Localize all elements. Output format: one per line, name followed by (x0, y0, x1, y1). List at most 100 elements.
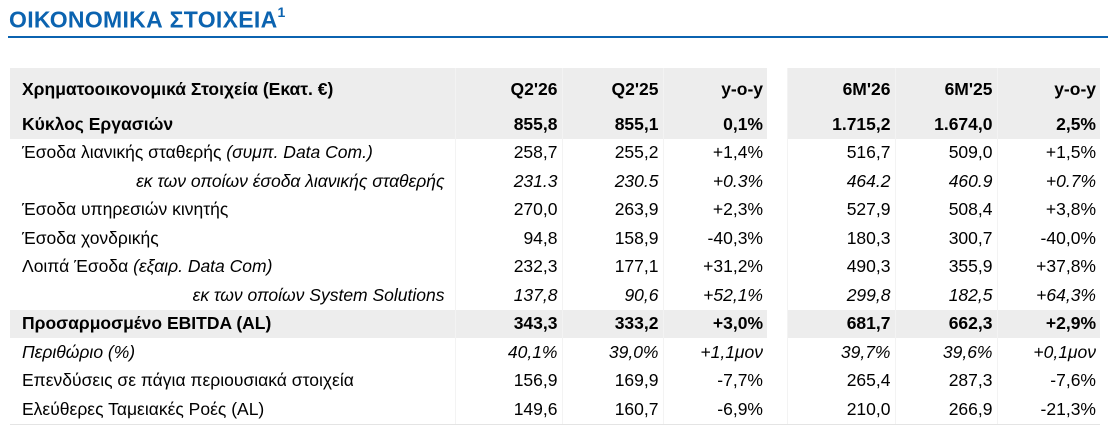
value-cell: 355,9 (894, 252, 997, 281)
value-cell: 855,1 (561, 110, 663, 139)
value-cell: +0,1μον (996, 338, 1100, 367)
column-header: Q2'26 (454, 68, 562, 110)
row-label: εκ των οποίων έσοδα λιανικής σταθερής (136, 170, 445, 191)
value-cell: 94,8 (454, 224, 562, 253)
value-cell: +0.3% (662, 167, 767, 196)
column-gap (767, 110, 787, 139)
value-cell: +2,9% (996, 309, 1100, 338)
column-gap (767, 167, 787, 196)
column-header: Q2'25 (561, 68, 663, 110)
value-cell: 287,3 (894, 366, 997, 395)
value-cell: 464.2 (786, 167, 895, 196)
header-row: Χρηματοοικονομικά Στοιχεία (Εκατ. €) Q2'2… (10, 68, 1100, 110)
column-gap (767, 224, 787, 253)
value-cell: 516,7 (786, 138, 895, 167)
value-cell: 255,2 (561, 138, 663, 167)
row-label-cell: Έσοδα λιανικής σταθερής (συμπ. Data Com.… (10, 139, 455, 168)
row-label-cell: Έσοδα υπηρεσιών κινητής (10, 196, 455, 225)
value-cell: 230.5 (561, 167, 663, 196)
value-cell: +64,3% (996, 281, 1100, 310)
row-label-cell: Επενδύσεις σε πάγια περιουσιακά στοιχεία (10, 367, 455, 396)
value-cell: 39,6% (894, 338, 997, 367)
value-cell: 343,3 (454, 309, 562, 338)
value-cell: 263,9 (561, 195, 663, 224)
value-cell: +31,2% (662, 252, 767, 281)
value-cell: 270,0 (454, 195, 562, 224)
column-gap (767, 195, 787, 224)
table-row: εκ των οποίων System Solutions 137,8 90,6 +… (10, 281, 1100, 310)
value-cell: -40,3% (662, 224, 767, 253)
row-label-cell: Προσαρμοσμένο EBITDA (AL) (10, 309, 455, 338)
value-cell: 177,1 (561, 252, 663, 281)
row-label: Περιθώριο (%) (22, 341, 136, 362)
financial-table: Χρηματοοικονομικά Στοιχεία (Εκατ. €) Q2'2… (10, 68, 1100, 425)
value-cell: 39,0% (561, 338, 663, 367)
table-row: Περιθώριο (%) 40,1% 39,0% +1,1μον 39,7% 39,6%… (10, 338, 1100, 367)
value-cell: 232,3 (454, 252, 562, 281)
table-row: Ελεύθερες Ταμειακές Ροές (AL) 149,6 160,7-… (10, 395, 1100, 425)
value-cell: -7,6% (996, 366, 1100, 395)
value-cell: -7,7% (662, 366, 767, 395)
value-cell: 210,0 (786, 395, 895, 425)
value-cell: 231.3 (454, 167, 562, 196)
row-label: Έσοδα χονδρικής (22, 227, 159, 248)
column-gap (767, 338, 787, 367)
value-cell: 1.674,0 (894, 110, 997, 139)
title-rule (8, 36, 1108, 38)
value-cell: 299,8 (786, 281, 895, 310)
value-cell: 266,9 (894, 395, 997, 425)
row-label: εκ των οποίων System Solutions (192, 284, 445, 305)
row-note: (εξαιρ. Data Com) (133, 256, 273, 277)
row-label-cell: Έσοδα χονδρικής (10, 224, 455, 253)
row-label-cell: εκ των οποίων System Solutions (10, 281, 455, 310)
value-cell: 156,9 (454, 366, 562, 395)
column-header: y-o-y (662, 68, 767, 110)
row-label: Έσοδα λιανικής σταθερής (22, 142, 222, 163)
footnote-marker: 1 (277, 4, 286, 20)
table-row: Έσοδα λιανικής σταθερής (συμπ. Data Com.… (10, 138, 1100, 168)
table-row: Επενδύσεις σε πάγια περιουσιακά στοιχεία… (10, 366, 1100, 396)
value-cell: 855,8 (454, 110, 562, 139)
column-gap (767, 309, 787, 338)
value-cell: 662,3 (894, 309, 997, 338)
value-cell: 527,9 (786, 195, 895, 224)
value-cell: +2,3% (662, 195, 767, 224)
column-gap (767, 68, 787, 110)
value-cell: +52,1% (662, 281, 767, 310)
value-cell: 169,9 (561, 366, 663, 395)
value-cell: 0,1% (662, 110, 767, 139)
value-cell: 149,6 (454, 395, 562, 425)
value-cell: +1,5% (996, 138, 1100, 167)
table-row: Λοιπά Έσοδα (εξαιρ. Data Com) 232,3 177,1 +… (10, 252, 1100, 282)
row-label: Κύκλος Εργασιών (22, 113, 174, 134)
row-label: Λοιπά Έσοδα (22, 256, 129, 277)
column-gap (767, 281, 787, 310)
column-header: y-o-y (996, 68, 1100, 110)
value-cell: +0.7% (996, 167, 1100, 196)
row-label-cell: Περιθώριο (%) (10, 338, 455, 367)
table-row: εκ των οποίων έσοδα λιανικής σταθερής 231… (10, 167, 1100, 196)
value-cell: 333,2 (561, 309, 663, 338)
row-label-cell: Κύκλος Εργασιών (10, 110, 455, 139)
value-cell: 265,4 (786, 366, 895, 395)
value-cell: +1,1μον (662, 338, 767, 367)
value-cell: 39,7% (786, 338, 895, 367)
value-cell: 509,0 (894, 138, 997, 167)
row-label-cell: Λοιπά Έσοδα (εξαιρ. Data Com) (10, 253, 455, 282)
value-cell: -6,9% (662, 395, 767, 425)
value-cell: 258,7 (454, 138, 562, 167)
title: ΟΙΚΟΝΟΜΙΚΑ ΣΤΟΙΧΕΙΑ1 (9, 4, 286, 34)
value-cell: +3,8% (996, 195, 1100, 224)
value-cell: 1.715,2 (786, 110, 895, 139)
value-cell: 460.9 (894, 167, 997, 196)
value-cell: 490,3 (786, 252, 895, 281)
value-cell: +3,0% (662, 309, 767, 338)
column-gap (767, 252, 787, 281)
value-cell: 681,7 (786, 309, 895, 338)
row-label: Προσαρμοσμένο EBITDA (AL) (22, 313, 272, 334)
value-cell: 2,5% (996, 110, 1100, 139)
value-cell: +1,4% (662, 138, 767, 167)
value-cell: 90,6 (561, 281, 663, 310)
value-cell: 300,7 (894, 224, 997, 253)
title-text: ΟΙΚΟΝΟΜΙΚΑ ΣΤΟΙΧΕΙΑ (9, 6, 278, 33)
